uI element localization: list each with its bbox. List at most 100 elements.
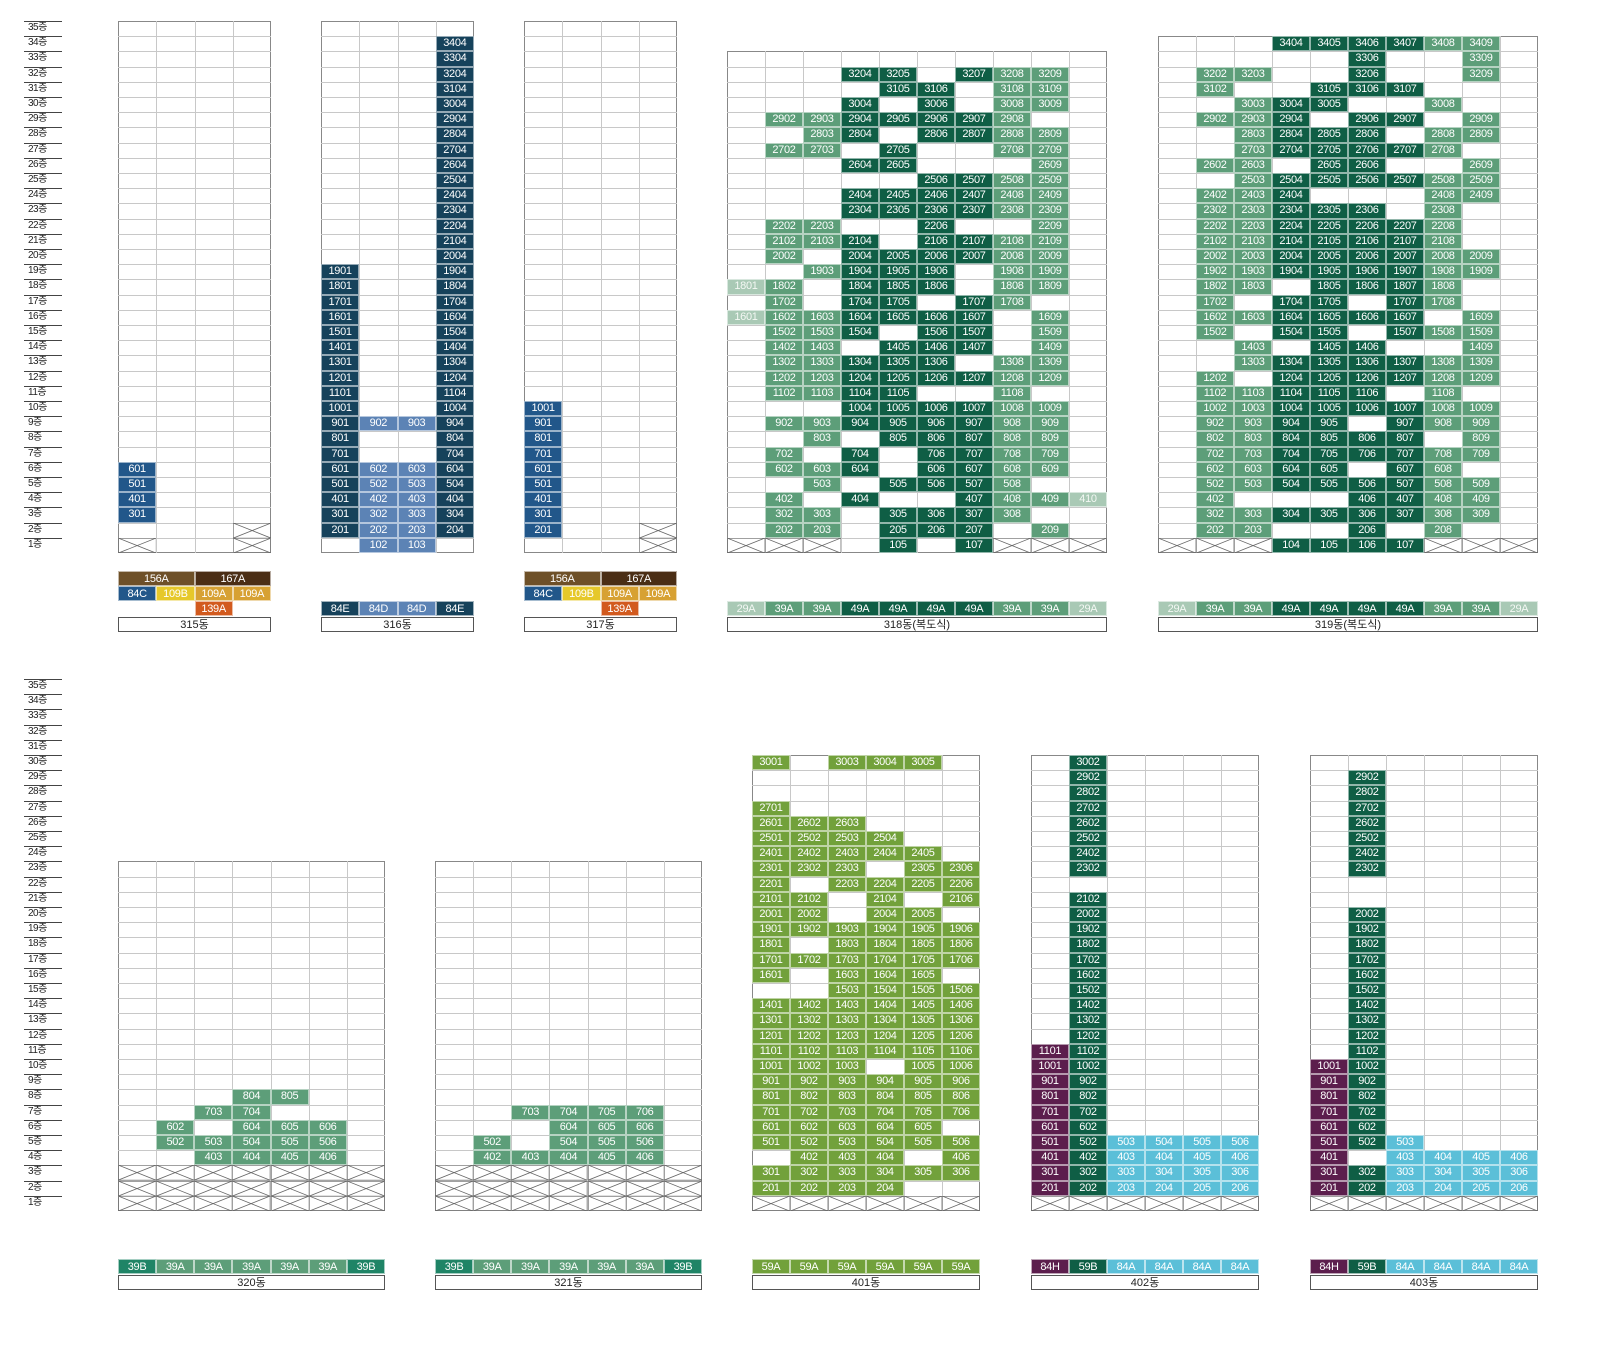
unit-cell[interactable]: 2609 <box>1031 157 1069 173</box>
unit-cell[interactable]: 2908 <box>993 112 1031 128</box>
unit-cell[interactable]: 202 <box>790 1180 828 1196</box>
unit-cell[interactable]: 409 <box>1031 492 1069 508</box>
unit-cell[interactable]: 1102 <box>790 1043 828 1059</box>
unit-cell[interactable]: 2302 <box>790 861 828 877</box>
unit-cell[interactable]: 2205 <box>1310 218 1348 234</box>
unit-cell[interactable]: 2406 <box>917 188 955 204</box>
unit-cell[interactable]: 402 <box>1069 1150 1107 1166</box>
unit-cell[interactable]: 3207 <box>955 66 993 82</box>
unit-cell[interactable]: 804 <box>435 431 474 447</box>
unit-cell[interactable]: 3309 <box>1462 51 1500 67</box>
unit-cell[interactable]: 2107 <box>955 233 993 249</box>
unit-cell[interactable]: 3406 <box>1348 36 1386 52</box>
unit-cell[interactable]: 205 <box>879 522 917 538</box>
unit-cell[interactable]: 107 <box>1386 537 1424 553</box>
unit-cell[interactable]: 2506 <box>1348 173 1386 189</box>
unit-cell[interactable]: 305 <box>879 507 917 523</box>
unit-cell[interactable]: 406 <box>308 1150 347 1166</box>
unit-cell[interactable]: 1701 <box>321 294 360 310</box>
unit-cell[interactable]: 2407 <box>955 188 993 204</box>
unit-cell[interactable]: 1502 <box>1196 325 1234 341</box>
unit-cell[interactable]: 705 <box>587 1104 626 1120</box>
unit-cell[interactable]: 1801 <box>321 279 360 295</box>
unit-cell[interactable]: 2305 <box>879 203 917 219</box>
unit-cell[interactable]: 2405 <box>904 846 942 862</box>
unit-cell[interactable]: 807 <box>955 431 993 447</box>
unit-cell[interactable]: 1008 <box>993 401 1031 417</box>
unit-cell[interactable]: 1606 <box>917 309 955 325</box>
unit-cell[interactable]: 2902 <box>765 112 803 128</box>
unit-cell[interactable]: 806 <box>917 431 955 447</box>
unit-cell[interactable]: 1808 <box>1424 279 1462 295</box>
unit-cell[interactable]: 2109 <box>1031 233 1069 249</box>
unit-cell[interactable]: 904 <box>866 1074 904 1090</box>
unit-cell[interactable]: 303 <box>1234 507 1272 523</box>
unit-cell[interactable]: 1603 <box>1234 309 1272 325</box>
unit-cell[interactable]: 2005 <box>904 907 942 923</box>
unit-cell[interactable]: 306 <box>917 507 955 523</box>
unit-cell[interactable]: 301 <box>1031 1165 1069 1181</box>
unit-cell[interactable]: 1706 <box>942 952 980 968</box>
unit-cell[interactable]: 606 <box>308 1119 347 1135</box>
unit-cell[interactable]: 1805 <box>879 279 917 295</box>
unit-cell[interactable]: 909 <box>1462 416 1500 432</box>
unit-cell[interactable]: 607 <box>1386 461 1424 477</box>
unit-cell[interactable]: 2306 <box>917 203 955 219</box>
unit-cell[interactable]: 803 <box>1234 431 1272 447</box>
unit-cell[interactable]: 608 <box>1424 461 1462 477</box>
unit-cell[interactable]: 408 <box>1424 492 1462 508</box>
unit-cell[interactable]: 909 <box>1031 416 1069 432</box>
unit-cell[interactable]: 507 <box>1386 477 1424 493</box>
unit-cell[interactable]: 403 <box>1386 1150 1424 1166</box>
unit-cell[interactable]: 1206 <box>917 370 955 386</box>
unit-cell[interactable]: 2605 <box>1310 157 1348 173</box>
unit-cell[interactable]: 1204 <box>866 1028 904 1044</box>
unit-cell[interactable]: 1603 <box>803 309 841 325</box>
unit-cell[interactable]: 704 <box>435 446 474 462</box>
unit-cell[interactable]: 1909 <box>1031 264 1069 280</box>
unit-cell[interactable]: 2006 <box>1348 249 1386 265</box>
unit-cell[interactable]: 1002 <box>1196 401 1234 417</box>
unit-cell[interactable]: 509 <box>1462 477 1500 493</box>
unit-cell[interactable]: 2705 <box>1310 142 1348 158</box>
unit-cell[interactable]: 501 <box>321 477 360 493</box>
unit-cell[interactable]: 609 <box>1031 461 1069 477</box>
unit-cell[interactable]: 508 <box>993 477 1031 493</box>
unit-cell[interactable]: 601 <box>524 461 563 477</box>
unit-cell[interactable]: 3105 <box>1310 81 1348 97</box>
unit-cell[interactable]: 201 <box>1310 1180 1348 1196</box>
unit-cell[interactable]: 602 <box>359 461 398 477</box>
unit-cell[interactable]: 1907 <box>1386 264 1424 280</box>
unit-cell[interactable]: 1406 <box>917 340 955 356</box>
unit-cell[interactable]: 504 <box>866 1135 904 1151</box>
unit-cell[interactable]: 1808 <box>993 279 1031 295</box>
unit-cell[interactable]: 1202 <box>1348 1028 1386 1044</box>
unit-cell[interactable]: 2008 <box>993 249 1031 265</box>
unit-cell[interactable]: 2503 <box>1234 173 1272 189</box>
unit-cell[interactable]: 706 <box>917 446 955 462</box>
unit-cell[interactable]: 1205 <box>879 370 917 386</box>
unit-cell[interactable]: 1802 <box>1069 937 1107 953</box>
unit-cell[interactable]: 1004 <box>435 401 474 417</box>
unit-cell[interactable]: 201 <box>524 522 563 538</box>
unit-cell[interactable]: 203 <box>1234 522 1272 538</box>
unit-cell[interactable]: 1103 <box>1234 385 1272 401</box>
unit-cell[interactable]: 2703 <box>803 142 841 158</box>
unit-cell[interactable]: 802 <box>1069 1089 1107 1105</box>
unit-cell[interactable]: 2205 <box>904 876 942 892</box>
unit-cell[interactable]: 3106 <box>917 81 955 97</box>
unit-cell[interactable]: 305 <box>1462 1165 1500 1181</box>
unit-cell[interactable]: 406 <box>1500 1150 1538 1166</box>
unit-cell[interactable]: 308 <box>993 507 1031 523</box>
unit-cell[interactable]: 305 <box>904 1165 942 1181</box>
unit-cell[interactable]: 3107 <box>1386 81 1424 97</box>
unit-cell[interactable]: 1906 <box>1348 264 1386 280</box>
unit-cell[interactable]: 206 <box>1500 1180 1538 1196</box>
unit-cell[interactable]: 1202 <box>1069 1028 1107 1044</box>
unit-cell[interactable]: 503 <box>1107 1135 1145 1151</box>
unit-cell[interactable]: 2804 <box>841 127 879 143</box>
unit-cell[interactable]: 1609 <box>1462 309 1500 325</box>
unit-cell[interactable]: 204 <box>1424 1180 1462 1196</box>
unit-cell[interactable]: 1402 <box>1348 998 1386 1014</box>
unit-cell[interactable]: 606 <box>917 461 955 477</box>
